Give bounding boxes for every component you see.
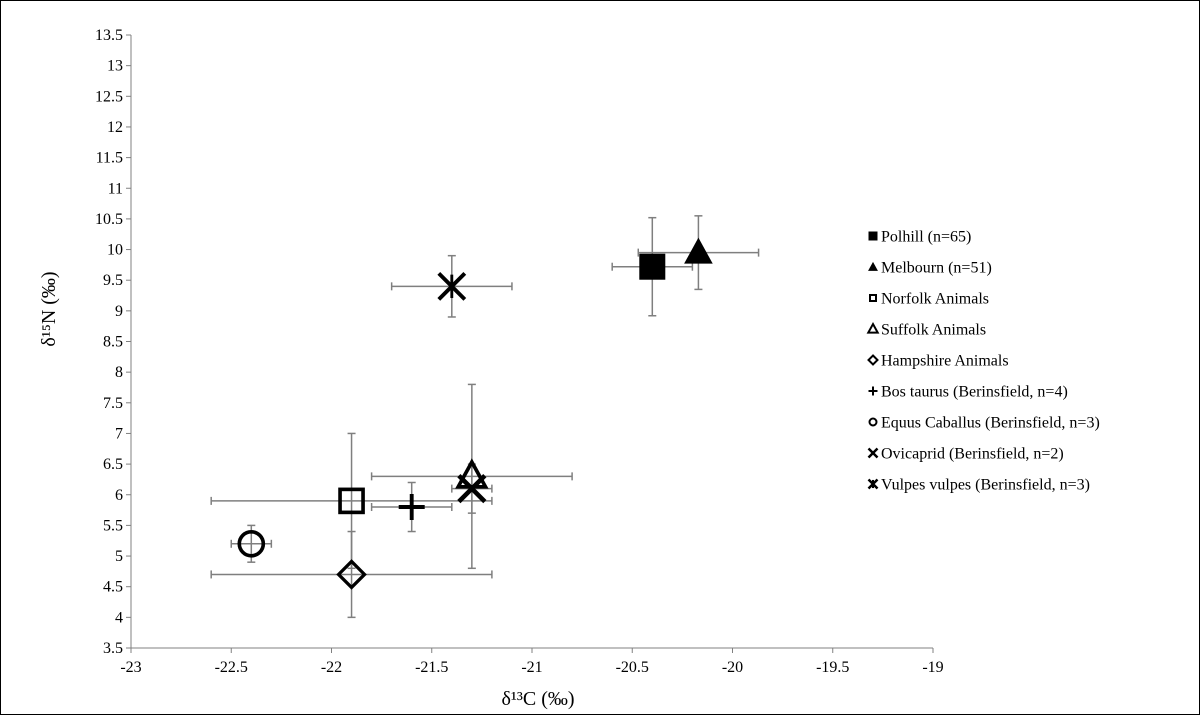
x-tick-label: -21.5 <box>415 659 448 676</box>
legend-item: Equus Caballus (Berinsfield, n=3) <box>868 415 1100 432</box>
y-tick-label: 4.5 <box>103 579 123 596</box>
legend-item: Melbourn (n=51) <box>868 260 992 277</box>
y-tick-label: 4 <box>115 609 123 626</box>
y-tick-label: 5.5 <box>103 517 123 534</box>
y-tick-label: 6 <box>115 487 123 504</box>
square-marker <box>868 231 878 241</box>
x-tick-label: -22.5 <box>215 659 248 676</box>
y-tick-label: 11 <box>108 180 123 197</box>
circle-marker <box>868 417 878 427</box>
x-axis-title: δ¹³C (‰) <box>501 688 574 710</box>
diamond-marker <box>867 354 879 366</box>
data-point <box>398 494 425 521</box>
x-stroke-2 <box>457 474 487 504</box>
legend-marker <box>868 231 878 241</box>
legend-marker <box>867 478 879 490</box>
legend-item: Suffolk Animals <box>866 321 986 339</box>
legend-item: Ovicaprid (Berinsfield, n=2) <box>867 446 1064 463</box>
legend-marker <box>867 354 879 366</box>
data-point <box>639 253 666 280</box>
x-tick-label: -21 <box>521 659 542 676</box>
legend-label: Polhill (n=65) <box>881 229 971 246</box>
square-marker <box>639 253 666 280</box>
error-bars <box>210 215 760 619</box>
error-bar <box>210 530 493 619</box>
legend: Polhill (n=65) Melbourn (n=51) Norfolk Ani… <box>866 229 1100 494</box>
x-tick-label: -22 <box>321 659 342 676</box>
y-tick-label: 9.5 <box>103 272 123 289</box>
x-tick-label: -19 <box>922 659 943 676</box>
y-tick-label: 9 <box>115 303 123 320</box>
data-point <box>336 559 367 590</box>
legend-item: Hampshire Animals <box>867 353 1009 370</box>
data-points <box>237 237 713 590</box>
x-tick-label: -19.5 <box>816 659 849 676</box>
y-tick-label: 12 <box>107 119 123 136</box>
diamond-marker <box>336 559 367 590</box>
triangle-marker <box>684 237 713 264</box>
y-tick-label: 3.5 <box>103 640 123 657</box>
x-stroke-2 <box>867 447 879 459</box>
x-tick-label: -23 <box>120 659 141 676</box>
legend-marker <box>867 447 879 459</box>
legend-label: Hampshire Animals <box>881 353 1009 370</box>
y-tick-label: 8 <box>115 364 123 381</box>
legend-label: Vulpes vulpes (Berinsfield, n=3) <box>881 477 1090 494</box>
triangle-marker <box>868 261 878 271</box>
y-tick-label: 8.5 <box>103 334 123 351</box>
open-square-marker <box>338 487 365 515</box>
data-point <box>437 271 467 301</box>
open-triangle-marker <box>866 321 880 334</box>
y-tick-label: 7 <box>115 425 123 442</box>
data-point <box>457 474 487 504</box>
y-tick-label: 7.5 <box>103 395 123 412</box>
y-tick-label: 5 <box>115 548 123 565</box>
legend-label: Ovicaprid (Berinsfield, n=2) <box>881 446 1064 463</box>
x-tick-label: -20 <box>722 659 743 676</box>
data-point <box>684 237 713 264</box>
y-axis-title: δ¹⁵N (‰) <box>38 271 60 346</box>
data-point <box>237 529 266 558</box>
y-tick-label: 11.5 <box>96 150 123 167</box>
legend-label: Norfolk Animals <box>881 291 989 308</box>
legend-item: Vulpes vulpes (Berinsfield, n=3) <box>867 477 1090 494</box>
legend-marker <box>868 261 878 271</box>
data-point <box>338 487 365 515</box>
legend-item: Bos taurus (Berinsfield, n=4) <box>868 384 1068 401</box>
y-tick-label: 10 <box>107 242 123 259</box>
circle-marker <box>237 529 266 558</box>
legend-label: Equus Caballus (Berinsfield, n=3) <box>881 415 1100 432</box>
legend-marker <box>868 386 878 396</box>
axes: 3.5 4 4.5 5 5.5 6 6.5 7 7.5 8 8.5 9 9.5 10 10.5 11 11.5 1… <box>95 27 944 676</box>
legend-item: Norfolk Animals <box>869 291 989 308</box>
legend-item: Polhill (n=65) <box>868 229 971 246</box>
y-tick-label: 13 <box>107 58 123 75</box>
legend-label: Suffolk Animals <box>881 322 986 339</box>
legend-marker <box>866 321 880 334</box>
legend-marker <box>868 417 878 427</box>
legend-marker <box>869 294 877 302</box>
y-tick-label: 10.5 <box>95 211 123 228</box>
legend-label: Melbourn (n=51) <box>881 260 992 277</box>
legend-label: Bos taurus (Berinsfield, n=4) <box>881 384 1068 401</box>
y-tick-label: 12.5 <box>95 88 123 105</box>
y-tick-label: 13.5 <box>95 27 123 44</box>
open-square-marker <box>869 294 877 302</box>
x-tick-label: -20.5 <box>616 659 649 676</box>
y-tick-label: 6.5 <box>103 456 123 473</box>
